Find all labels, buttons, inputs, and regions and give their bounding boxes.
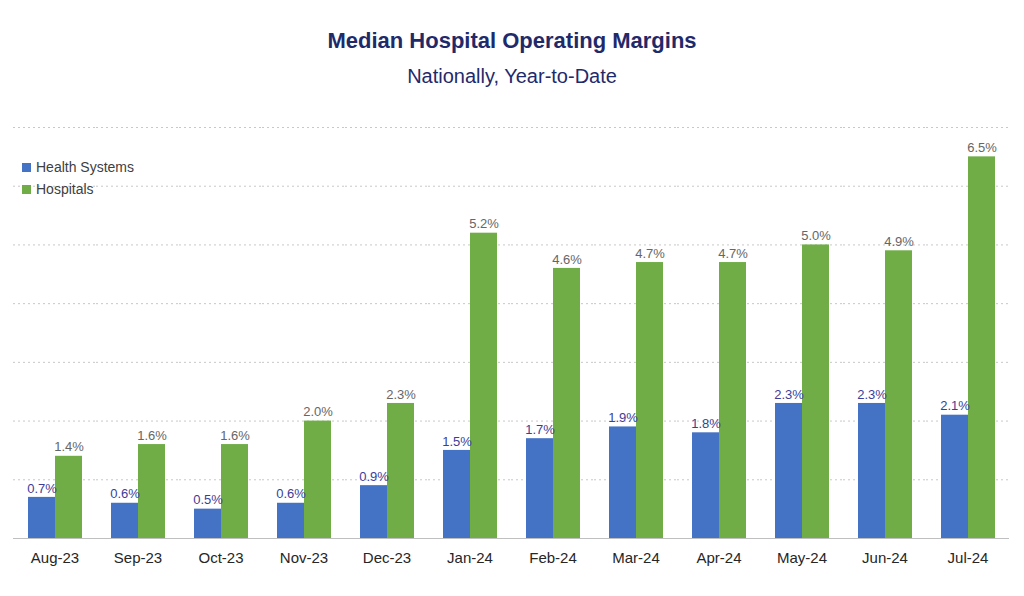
html-text:Nationally, Year-to-Date: Nationally, Year-to-Date	[407, 65, 617, 87]
svg-text:Jun-24: Jun-24	[862, 549, 908, 566]
svg-text:May-24: May-24	[777, 549, 827, 566]
svg-text:Sep-23: Sep-23	[114, 549, 162, 566]
svg-text:Oct-23: Oct-23	[198, 549, 243, 566]
svg-text:1.5%: 1.5%	[442, 434, 472, 449]
svg-text:2.3%: 2.3%	[857, 387, 887, 402]
svg-text:1.7%: 1.7%	[525, 422, 555, 437]
svg-text:0.7%: 0.7%	[27, 481, 57, 496]
svg-text:Mar-24: Mar-24	[612, 549, 660, 566]
svg-text:1.9%: 1.9%	[608, 410, 638, 425]
svg-text:4.6%: 4.6%	[552, 252, 582, 267]
svg-text:1.6%: 1.6%	[220, 428, 250, 443]
svg-text:Aug-23: Aug-23	[31, 549, 79, 566]
svg-text:Nov-23: Nov-23	[280, 549, 328, 566]
svg-text:Jul-24: Jul-24	[948, 549, 989, 566]
svg-text:2.1%: 2.1%	[940, 398, 970, 413]
svg-text:Jan-24: Jan-24	[447, 549, 493, 566]
html-text:Hospitals: Hospitals	[36, 181, 94, 197]
svg-text:Feb-24: Feb-24	[529, 549, 577, 566]
svg-text:1.8%: 1.8%	[691, 416, 721, 431]
svg-text:1.6%: 1.6%	[137, 428, 167, 443]
svg-text:5.2%: 5.2%	[469, 216, 499, 231]
svg-text:2.0%: 2.0%	[303, 404, 333, 419]
svg-text:0.9%: 0.9%	[359, 469, 389, 484]
svg-text:0.5%: 0.5%	[193, 492, 223, 507]
svg-text:2.3%: 2.3%	[774, 387, 804, 402]
svg-text:0.6%: 0.6%	[110, 486, 140, 501]
svg-text:Dec-23: Dec-23	[363, 549, 411, 566]
svg-text:4.7%: 4.7%	[718, 246, 748, 261]
html-text:Median Hospital Operating Marg: Median Hospital Operating Margins	[327, 28, 697, 53]
svg-text:2.3%: 2.3%	[386, 387, 416, 402]
svg-text:4.7%: 4.7%	[635, 246, 665, 261]
svg-text:0.6%: 0.6%	[276, 486, 306, 501]
svg-text:6.5%: 6.5%	[967, 140, 997, 155]
html-text:Health Systems: Health Systems	[36, 159, 134, 175]
svg-text:4.9%: 4.9%	[884, 234, 914, 249]
svg-text:1.4%: 1.4%	[54, 439, 84, 454]
svg-text:5.0%: 5.0%	[801, 228, 831, 243]
svg-text:Apr-24: Apr-24	[696, 549, 741, 566]
